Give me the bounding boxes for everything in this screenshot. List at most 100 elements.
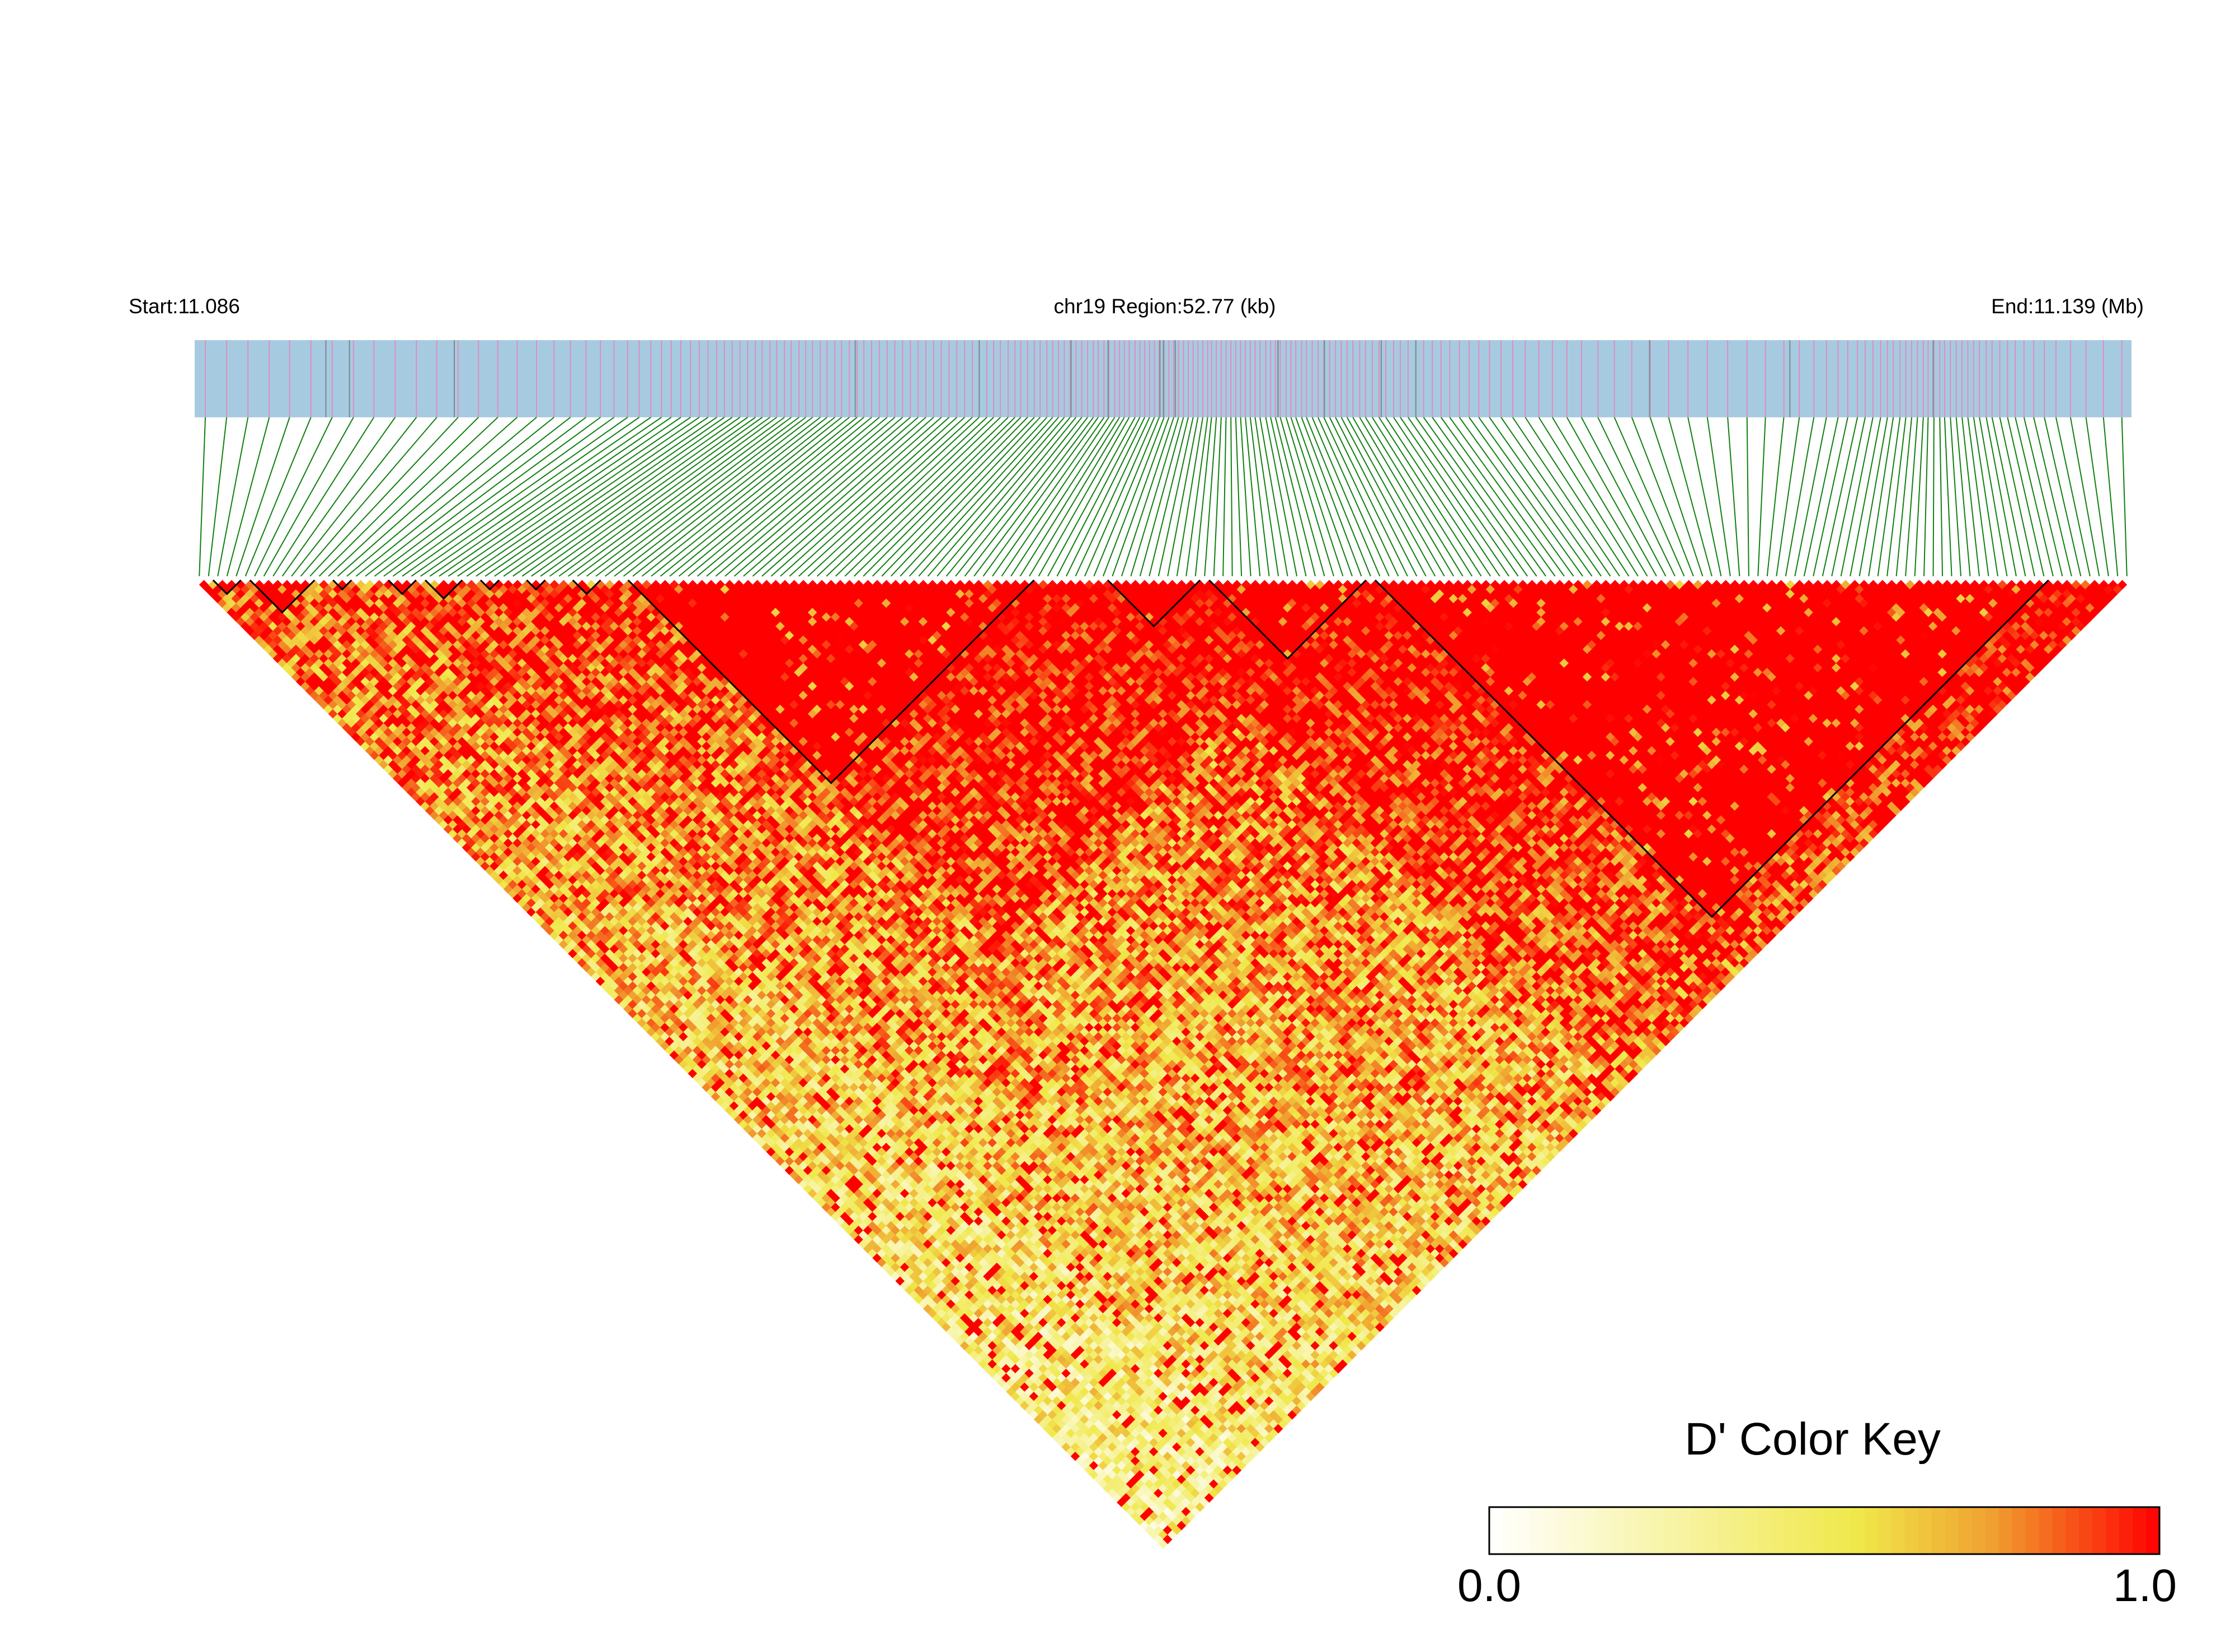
snp-connector	[1939, 417, 1944, 577]
snp-connector	[678, 417, 872, 577]
snp-connector	[1813, 417, 1848, 577]
snp-connector	[1794, 417, 1827, 577]
snp-connector	[291, 417, 417, 577]
snp-connector	[429, 417, 662, 577]
snp-connector	[688, 417, 880, 577]
snp-connector	[1524, 417, 1630, 577]
snp-connector	[789, 417, 965, 577]
snp-connector	[937, 417, 1071, 577]
snp-connector	[208, 417, 228, 577]
snp-connector	[1194, 417, 1212, 577]
snp-connector	[1329, 417, 1408, 577]
snp-connector	[476, 417, 708, 577]
snp-connector	[1877, 417, 1901, 577]
snp-connector	[1378, 417, 1482, 577]
snp-connector	[964, 417, 1088, 577]
region-label: chr19 Region:52.77 (kb)	[1054, 295, 1276, 318]
snp-connector	[1840, 417, 1874, 577]
snp-connector	[1538, 417, 1639, 577]
snp-connector	[844, 417, 1009, 577]
snp-connector	[2102, 417, 2119, 577]
snp-connector	[1311, 417, 1381, 577]
snp-connector	[1245, 417, 1261, 577]
snp-connector	[706, 417, 896, 577]
snp-connector	[1512, 417, 1620, 577]
snp-connector	[1500, 417, 1611, 577]
snp-connector	[337, 417, 518, 577]
snp-connector	[1580, 417, 1667, 577]
snp-connector	[724, 417, 911, 577]
snp-connector	[1440, 417, 1556, 577]
snp-connector	[1489, 417, 1602, 577]
snp-connector	[1597, 417, 1676, 577]
snp-connector	[918, 417, 1059, 577]
snp-connector	[605, 417, 813, 577]
snp-connector	[1323, 417, 1399, 577]
snp-connector	[1318, 417, 1390, 577]
snp-connector	[1084, 417, 1155, 577]
snp-connector	[1423, 417, 1537, 577]
snp-connector	[1757, 417, 1766, 577]
snp-connector	[1831, 417, 1866, 577]
snp-connector	[1895, 417, 1913, 577]
snp-connector	[2033, 417, 2072, 577]
snp-connector	[752, 417, 934, 577]
snp-connector	[512, 417, 741, 577]
snp-connector	[595, 417, 806, 577]
snp-connector	[1950, 417, 1962, 577]
snp-connector	[309, 417, 459, 577]
snp-connector	[826, 417, 994, 577]
snp-connector	[1776, 417, 1800, 577]
snp-connector	[374, 417, 586, 577]
snp-connector	[1121, 417, 1174, 577]
snp-connector	[1868, 417, 1894, 577]
snp-connector	[1347, 417, 1436, 577]
snp-connector	[1019, 417, 1120, 577]
snp-connector	[1985, 417, 2017, 577]
snp-connector	[743, 417, 926, 577]
snp-connector	[1010, 417, 1116, 577]
ld-heatmap	[199, 580, 2128, 1549]
snp-connector	[1706, 417, 1731, 577]
snp-connector	[1066, 417, 1146, 577]
snp-connector	[1961, 417, 1980, 577]
snp-connector	[1385, 417, 1491, 577]
snp-connector	[669, 417, 864, 577]
snp-connector	[715, 417, 904, 577]
snp-connector	[1478, 417, 1593, 577]
snp-connector	[263, 417, 354, 577]
snp-connector	[1285, 417, 1334, 577]
gene-track	[195, 340, 2132, 417]
snp-connector	[900, 417, 1048, 577]
snp-connector	[2044, 417, 2082, 577]
snp-connector	[1139, 417, 1184, 577]
snp-connector	[328, 417, 498, 577]
snp-connector	[318, 417, 479, 577]
snp-connector	[1290, 417, 1344, 577]
snp-connector	[1766, 417, 1785, 577]
snp-connector	[1259, 417, 1288, 577]
snp-connector	[1432, 417, 1546, 577]
snp-connector	[1306, 417, 1371, 577]
snp-connector	[835, 417, 1001, 577]
snp-connector	[761, 417, 942, 577]
snp-connector	[955, 417, 1083, 577]
snp-connector	[2121, 417, 2128, 577]
snp-connector	[1185, 417, 1208, 577]
snp-connector	[1204, 417, 1217, 577]
snp-connector	[1335, 417, 1418, 577]
snp-connector	[411, 417, 640, 577]
snp-connector	[254, 417, 333, 577]
snp-connector	[392, 417, 615, 577]
snp-connector	[1566, 417, 1657, 577]
snp-connector	[577, 417, 792, 577]
snp-connector	[1230, 417, 1233, 577]
snp-connector	[1075, 417, 1150, 577]
snp-connector	[770, 417, 950, 577]
snp-connector	[217, 417, 249, 577]
snp-connector	[973, 417, 1094, 577]
snp-connector	[1973, 417, 1998, 577]
snp-connector	[1340, 417, 1427, 577]
snp-connector	[1923, 417, 1929, 577]
snp-connector	[1112, 417, 1170, 577]
